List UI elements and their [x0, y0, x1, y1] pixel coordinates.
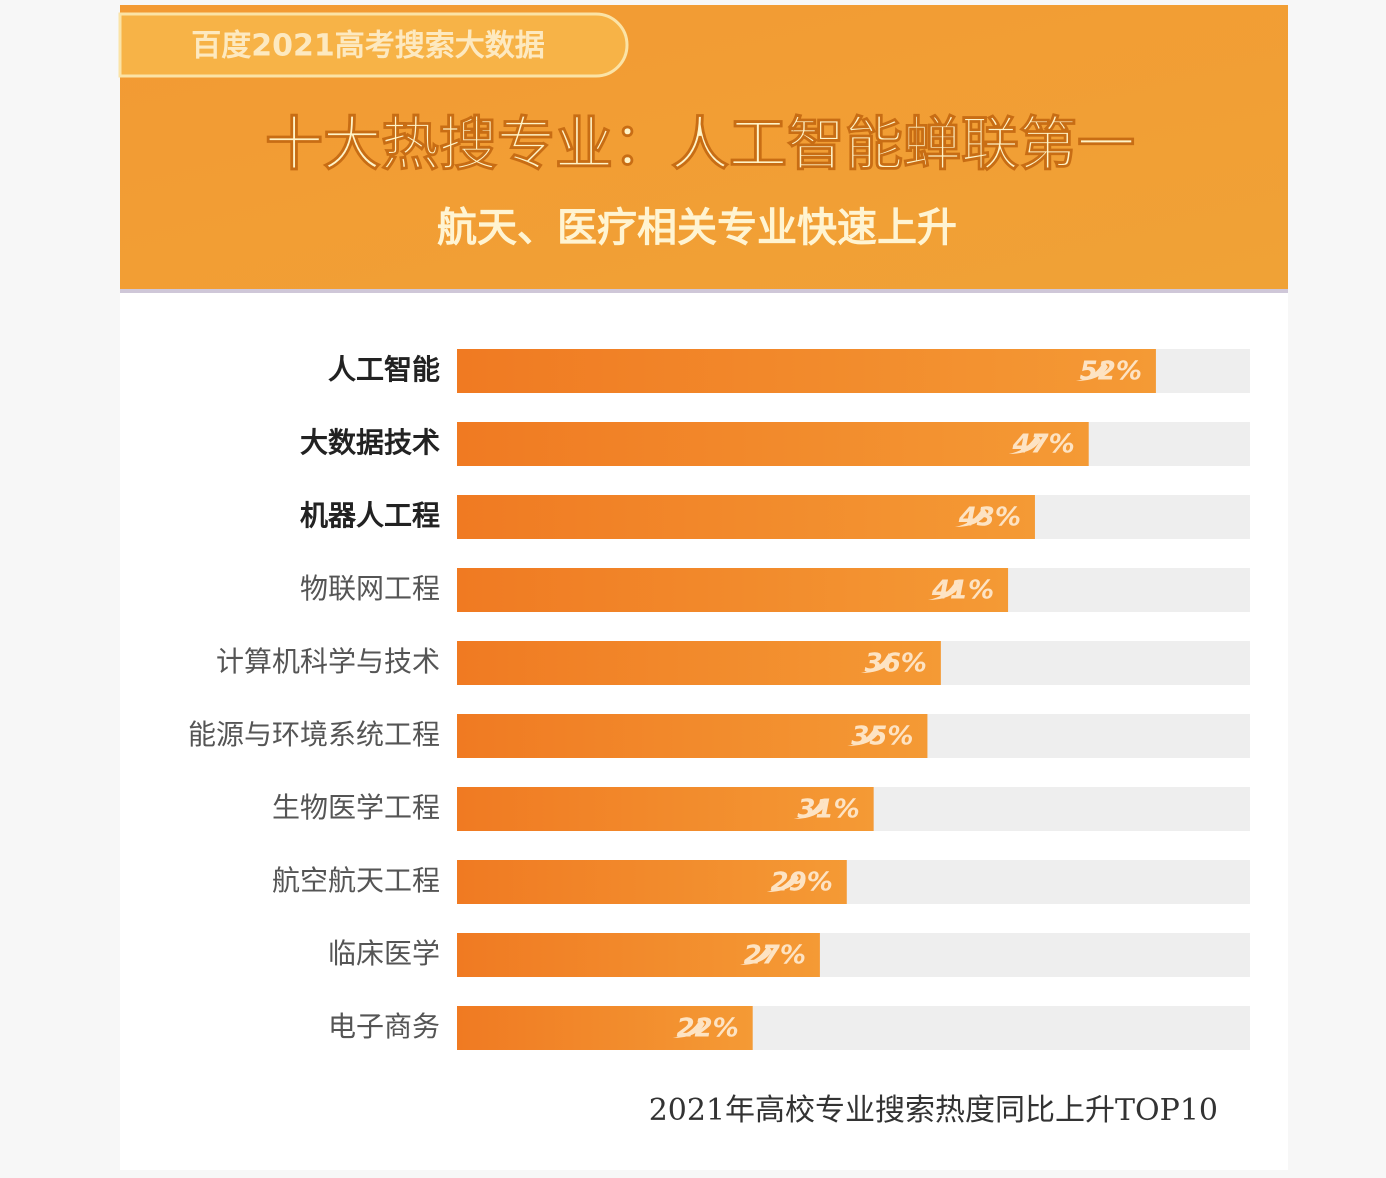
bar — [457, 933, 820, 977]
value-label: 27% — [744, 941, 806, 971]
value-label: 43% — [958, 503, 1021, 533]
value-label: 41% — [931, 576, 994, 606]
value-label: 52% — [1080, 357, 1142, 387]
trend-icon — [739, 945, 772, 965]
y-tick-label: 航空航天工程 — [272, 864, 440, 897]
bar — [457, 349, 1156, 393]
chart-subtitle: 航天、医疗相关专业快速上升 — [437, 205, 957, 251]
value-label: 47% — [1011, 430, 1074, 460]
trend-icon — [766, 872, 799, 892]
bar — [457, 1006, 753, 1050]
value-label: 35% — [851, 722, 913, 752]
value-label: 22% — [676, 1014, 738, 1044]
y-tick-label: 大数据技术 — [300, 426, 440, 459]
tag: 百度2021高考搜索大数据 — [191, 29, 545, 64]
y-tick-label: 生物医学工程 — [272, 791, 440, 824]
tag-pill — [118, 12, 629, 78]
trend-icon — [954, 507, 987, 527]
bar — [457, 860, 847, 904]
trend-icon — [1008, 434, 1041, 454]
value-label: 36% — [865, 649, 927, 679]
chart-title: 十大热搜专业：人工智能蝉联第一 — [265, 110, 1135, 178]
y-tick-label: 能源与环境系统工程 — [188, 718, 440, 751]
bar — [457, 714, 928, 758]
y-tick-label: 机器人工程 — [300, 499, 440, 532]
y-tick-label: 电子商务 — [328, 1010, 440, 1043]
trend-icon — [860, 653, 893, 673]
header-rule — [120, 289, 1288, 293]
trend-icon — [1075, 361, 1108, 381]
bar — [457, 641, 941, 685]
caption: 2021年高校专业搜索热度同比上升TOP10 — [649, 1093, 1218, 1128]
trend-icon — [928, 580, 961, 600]
trend-icon — [672, 1018, 705, 1038]
value-label: 31% — [797, 795, 859, 825]
trend-icon — [847, 726, 880, 746]
y-tick-label: 人工智能 — [328, 353, 440, 386]
y-tick-label: 物联网工程 — [300, 572, 440, 605]
y-tick-label: 临床医学 — [328, 937, 440, 970]
y-tick-label: 计算机科学与技术 — [216, 645, 440, 678]
bar — [457, 787, 874, 831]
bar — [457, 495, 1035, 539]
value-label: 29% — [771, 868, 833, 898]
bar — [457, 568, 1009, 612]
trend-icon — [793, 799, 826, 819]
bar — [457, 422, 1089, 466]
